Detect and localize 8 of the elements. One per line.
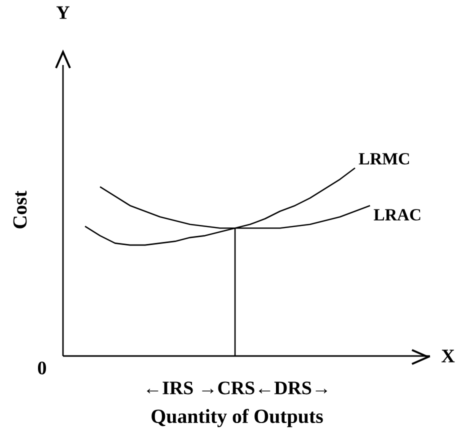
text: Y	[56, 6, 70, 19]
y-axis-title: Cost	[13, 190, 27, 228]
x-axis-title: Quantity of Outputs	[152, 408, 323, 428]
text: ←IRS →CRS←DRS→	[146, 382, 327, 394]
text: 0	[38, 362, 46, 374]
series-label: LRAC	[374, 209, 420, 221]
series-label: LRMC	[358, 153, 409, 164]
text: X	[442, 350, 455, 362]
